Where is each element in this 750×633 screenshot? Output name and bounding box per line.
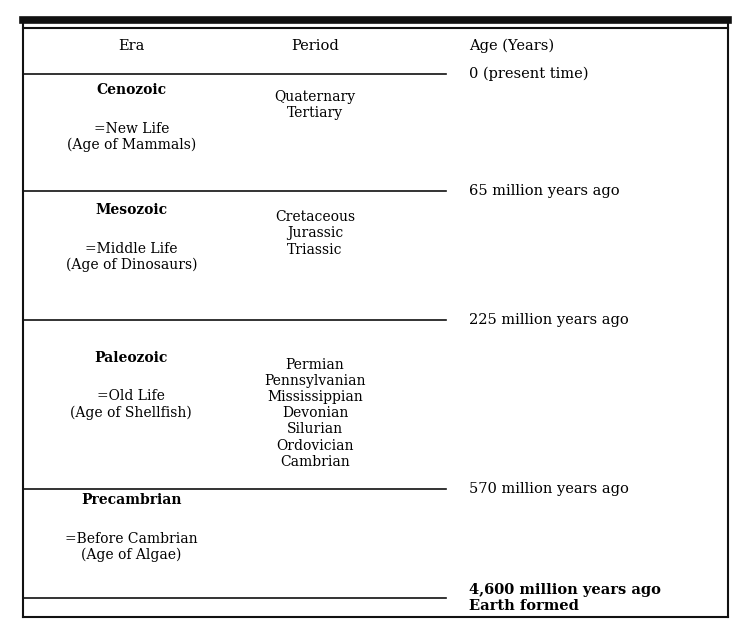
Text: 65 million years ago: 65 million years ago — [469, 184, 620, 198]
Text: 0 (present time): 0 (present time) — [469, 67, 588, 81]
Text: Period: Period — [291, 39, 339, 53]
Text: Cretaceous
Jurassic
Triassic: Cretaceous Jurassic Triassic — [275, 210, 355, 256]
Text: 225 million years ago: 225 million years ago — [469, 313, 628, 327]
Text: =Before Cambrian
(Age of Algae): =Before Cambrian (Age of Algae) — [65, 532, 197, 562]
Text: Quaternary
Tertiary: Quaternary Tertiary — [274, 90, 356, 120]
Text: Permian
Pennsylvanian
Mississippian
Devonian
Silurian
Ordovician
Cambrian: Permian Pennsylvanian Mississippian Devo… — [264, 358, 366, 469]
Text: =Old Life
(Age of Shellfish): =Old Life (Age of Shellfish) — [70, 389, 192, 420]
Text: Mesozoic: Mesozoic — [95, 203, 167, 217]
Text: Cenozoic: Cenozoic — [96, 83, 166, 97]
Text: Age (Years): Age (Years) — [469, 39, 554, 53]
Text: =New Life
(Age of Mammals): =New Life (Age of Mammals) — [67, 122, 196, 152]
Text: 4,600 million years ago
Earth formed: 4,600 million years ago Earth formed — [469, 583, 661, 613]
Text: Paleozoic: Paleozoic — [94, 351, 168, 365]
Text: Era: Era — [118, 39, 145, 53]
Text: 570 million years ago: 570 million years ago — [469, 482, 628, 496]
Text: Precambrian: Precambrian — [81, 493, 182, 507]
Text: =Middle Life
(Age of Dinosaurs): =Middle Life (Age of Dinosaurs) — [65, 242, 197, 272]
